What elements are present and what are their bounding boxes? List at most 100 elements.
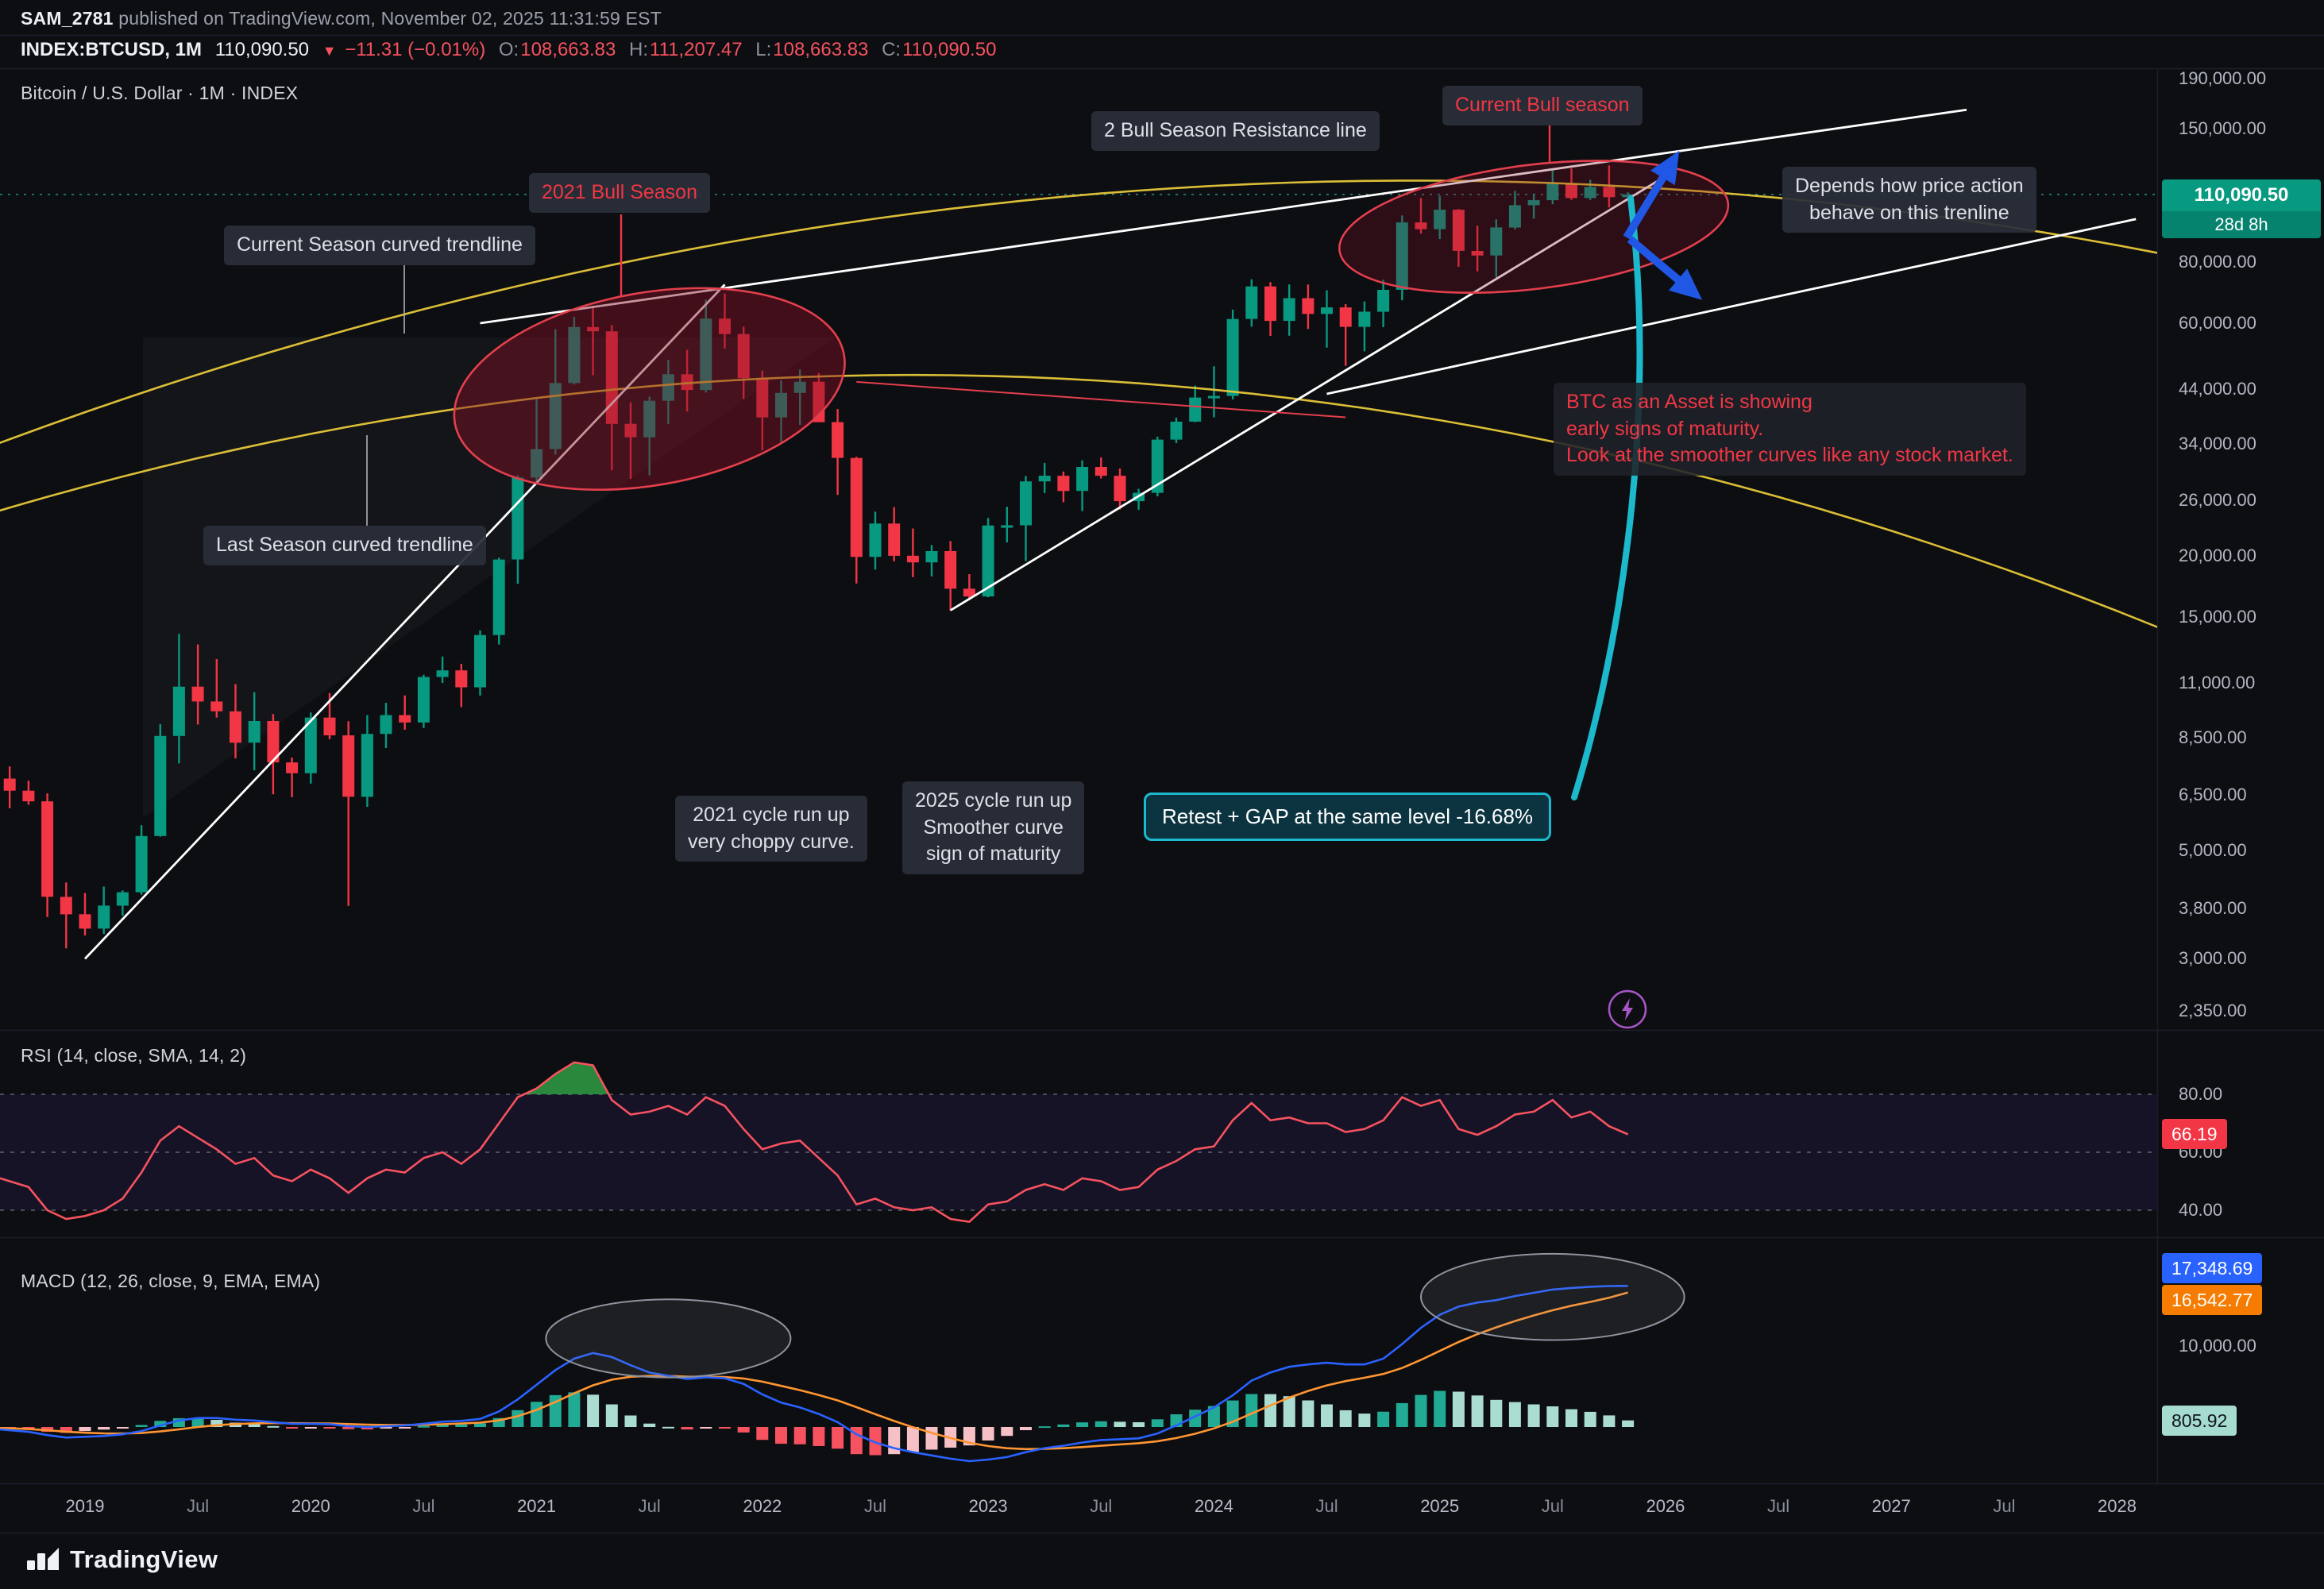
retest-gap-curve bbox=[1571, 195, 1643, 800]
lightning-icon bbox=[1608, 989, 1647, 1029]
open-label: O: bbox=[498, 39, 519, 60]
time-tick-label: 2023 bbox=[968, 1496, 1008, 1516]
annotation-maturity-note[interactable]: BTC as an Asset is showing early signs o… bbox=[1554, 383, 2026, 476]
rsi-tick-label: 80.00 bbox=[2179, 1084, 2223, 1104]
rsi-band bbox=[0, 1094, 2157, 1210]
tradingview-wordmark[interactable]: TradingView bbox=[70, 1545, 218, 1573]
time-tick-label: Jul bbox=[187, 1496, 210, 1516]
price-tick-label: 60,000.00 bbox=[2179, 312, 2256, 333]
annotation-2025-cycle-run-up[interactable]: 2025 cycle run up Smoother curve sign of… bbox=[902, 781, 1085, 874]
price-action-trendline bbox=[1326, 218, 2137, 395]
main-price-pane bbox=[0, 108, 2157, 1029]
annotation-retest-gap[interactable]: Retest + GAP at the same level -16.68% bbox=[1144, 793, 1552, 841]
time-tick-label: Jul bbox=[638, 1496, 661, 1516]
price-tick-label: 80,000.00 bbox=[2179, 252, 2256, 272]
publish-header: SAM_2781 published on TradingView.com, N… bbox=[21, 8, 662, 29]
2025-cycle-run-up-line bbox=[949, 175, 1666, 611]
time-tick-label: 2024 bbox=[1194, 1496, 1233, 1516]
time-tick-label: 2026 bbox=[1646, 1496, 1685, 1516]
last-season-curved-trendline bbox=[0, 373, 2157, 628]
annotation-2021-cycle-run-up[interactable]: 2021 cycle run up very choppy curve. bbox=[675, 796, 867, 862]
current-bull-season-ellipse bbox=[1338, 160, 1730, 295]
symbol-name[interactable]: INDEX:BTCUSD, 1M bbox=[21, 39, 203, 60]
publish-info: published on TradingView.com, November 0… bbox=[113, 8, 662, 29]
close-value: 110,090.50 bbox=[902, 39, 997, 60]
footer: TradingView bbox=[0, 1534, 2324, 1585]
candles bbox=[3, 165, 1635, 949]
annotation-last-season-curved-trendline[interactable]: Last Season curved trendline bbox=[203, 526, 486, 565]
time-tick-label: Jul bbox=[863, 1496, 887, 1516]
annotation-depends-price-action[interactable]: Depends how price action behave on this … bbox=[1782, 167, 2036, 233]
arrow-down-scenario bbox=[1627, 236, 1703, 300]
macd-tick-label: 10,000.00 bbox=[2179, 1335, 2256, 1356]
last-price: 110,090.50 bbox=[214, 39, 310, 60]
macd-histogram bbox=[3, 1390, 1635, 1456]
annotation-current-season-curved-trendline[interactable]: Current Season curved trendline bbox=[224, 226, 535, 265]
time-tick-label: 2027 bbox=[1871, 1496, 1911, 1516]
high-label: H: bbox=[629, 39, 649, 60]
open-value: 108,663.83 bbox=[520, 39, 616, 60]
current-price-badge: 110,090.50 28d 8h bbox=[2162, 179, 2321, 238]
price-tick-label: 34,000.00 bbox=[2179, 433, 2256, 453]
price-tick-label: 190,000.00 bbox=[2179, 68, 2267, 88]
symbol-ohlc-row: INDEX:BTCUSD, 1M 110,090.50 ▼ −11.31 (−0… bbox=[21, 39, 1004, 61]
time-tick-label: 2022 bbox=[743, 1496, 782, 1516]
tradingview-logo-icon[interactable] bbox=[27, 1548, 59, 1572]
price-tick-label: 3,800.00 bbox=[2179, 898, 2247, 919]
annotation-2021-bull-season[interactable]: 2021 Bull Season bbox=[529, 173, 710, 213]
time-tick-label: Jul bbox=[1315, 1496, 1338, 1516]
price-tick-label: 3,000.00 bbox=[2179, 948, 2247, 969]
author: SAM_2781 bbox=[21, 8, 114, 29]
rsi-value-badge: 66.19 bbox=[2162, 1119, 2227, 1149]
macd-2021-top-ellipse bbox=[545, 1298, 792, 1379]
price-tick-label: 44,000.00 bbox=[2179, 378, 2256, 399]
time-tick-label: Jul bbox=[1541, 1496, 1564, 1516]
low-value: 108,663.83 bbox=[773, 39, 869, 60]
current-price-value: 110,090.50 bbox=[2194, 184, 2289, 206]
macd-signal-value-badge: 16,542.77 bbox=[2162, 1285, 2263, 1315]
price-tick-label: 26,000.00 bbox=[2179, 490, 2256, 511]
time-tick-label: Jul bbox=[1090, 1496, 1113, 1516]
bar-close-countdown: 28d 8h bbox=[2162, 211, 2321, 238]
level-connector-line bbox=[856, 380, 1346, 418]
price-tick-label: 15,000.00 bbox=[2179, 607, 2256, 627]
time-tick-label: Jul bbox=[412, 1496, 435, 1516]
close-label: C: bbox=[882, 39, 901, 60]
high-value: 111,207.47 bbox=[650, 39, 743, 60]
macd-histogram-value-badge: 805.92 bbox=[2162, 1406, 2237, 1436]
2021-cycle-run-up-line bbox=[83, 283, 726, 960]
2021-bull-season-ellipse bbox=[453, 287, 846, 492]
time-tick-label: 2025 bbox=[1420, 1496, 1460, 1516]
low-label: L: bbox=[755, 39, 772, 60]
two-bull-season-resistance-line bbox=[480, 108, 1967, 325]
rsi-tick-label: 40.00 bbox=[2179, 1200, 2223, 1220]
macd-signal-line bbox=[0, 1291, 1628, 1451]
time-tick-label: Jul bbox=[1993, 1496, 2016, 1516]
price-tick-label: 6,500.00 bbox=[2179, 784, 2247, 804]
macd-pane bbox=[0, 1252, 1685, 1463]
price-tick-label: 5,000.00 bbox=[2179, 839, 2247, 860]
annotation-2-bull-season-resistance[interactable]: 2 Bull Season Resistance line bbox=[1091, 111, 1380, 151]
price-tick-label: 11,000.00 bbox=[2179, 673, 2256, 693]
price-tick-label: 2,350.00 bbox=[2179, 1000, 2247, 1020]
time-tick-label: 2021 bbox=[517, 1496, 557, 1516]
change-value: −11.31 (−0.01%) bbox=[345, 39, 486, 60]
macd-line bbox=[0, 1285, 1628, 1463]
arrow-up-scenario bbox=[1623, 150, 1680, 240]
price-tick-label: 150,000.00 bbox=[2179, 118, 2267, 139]
macd-line-value-badge: 17,348.69 bbox=[2162, 1253, 2263, 1283]
main-pane-title: Bitcoin / U.S. Dollar · 1M · INDEX bbox=[21, 83, 299, 103]
time-tick-label: 2020 bbox=[291, 1496, 330, 1516]
time-tick-label: 2028 bbox=[2098, 1496, 2137, 1516]
pane-separators bbox=[0, 34, 2324, 1534]
rsi-pane-title[interactable]: RSI (14, close, SMA, 14, 2) bbox=[21, 1045, 247, 1066]
change-direction-icon: ▼ bbox=[322, 43, 337, 59]
time-tick-label: Jul bbox=[1767, 1496, 1790, 1516]
time-tick-label: 2019 bbox=[65, 1496, 105, 1516]
macd-2025-top-ellipse bbox=[1420, 1252, 1685, 1341]
annotation-current-bull-season[interactable]: Current Bull season bbox=[1442, 86, 1643, 125]
macd-pane-title[interactable]: MACD (12, 26, close, 9, EMA, EMA) bbox=[21, 1271, 321, 1291]
rsi-line bbox=[0, 1061, 1629, 1223]
